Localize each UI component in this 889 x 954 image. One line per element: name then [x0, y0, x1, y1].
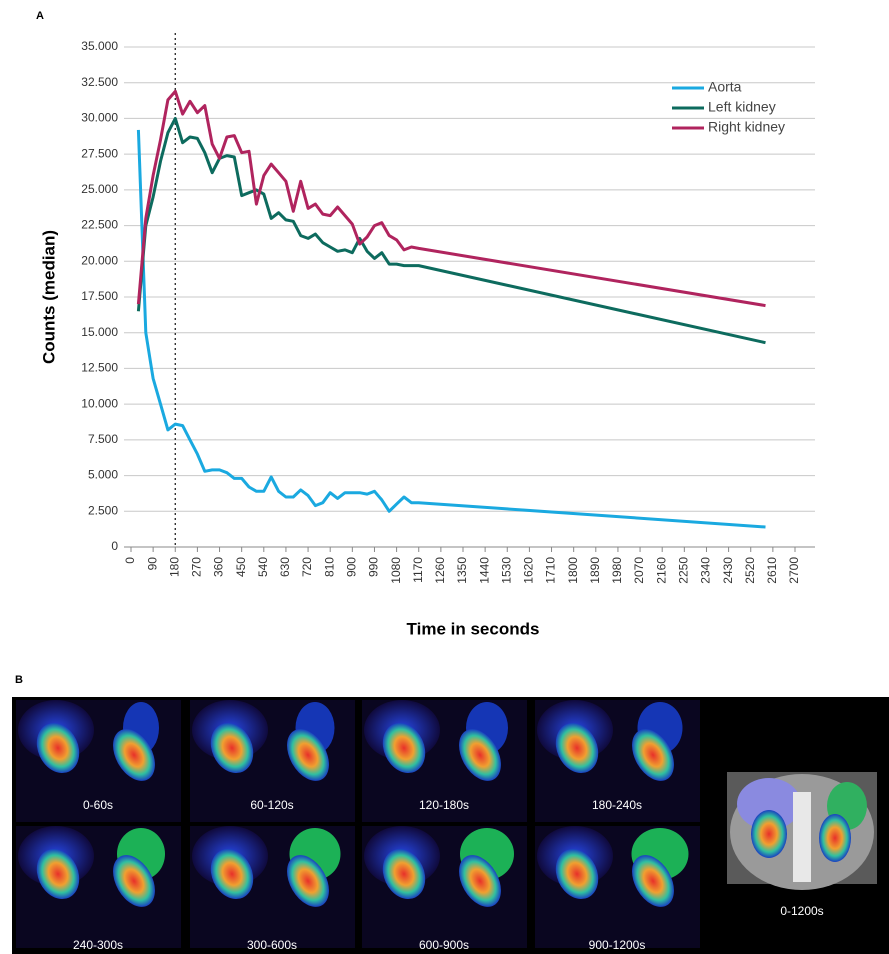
x-tick-label: 900 — [345, 557, 359, 577]
y-tick-label: 0 — [111, 539, 118, 553]
scan-caption: 240-300s — [73, 938, 123, 952]
x-tick-label: 990 — [367, 557, 381, 577]
y-tick-label: 12.500 — [81, 361, 118, 375]
x-tick-label: 1080 — [389, 557, 403, 584]
legend-label: Aorta — [708, 79, 742, 95]
x-tick-label: 630 — [278, 557, 292, 577]
y-tick-label: 17.500 — [81, 289, 118, 303]
series-line — [138, 118, 765, 342]
x-tick-label: 1710 — [544, 557, 558, 584]
x-tick-label: 1260 — [433, 557, 447, 584]
legend-label: Right kidney — [708, 119, 785, 135]
y-tick-label: 10.000 — [81, 396, 118, 410]
scan-thumbnail: 300-600s — [190, 826, 355, 952]
x-tick-label: 2070 — [632, 557, 646, 584]
x-tick-label: 2430 — [721, 557, 735, 584]
x-axis-label: Time in seconds — [407, 619, 540, 638]
scan-caption: 120-180s — [419, 798, 469, 812]
scan-thumbnail: 120-180s — [362, 700, 527, 822]
x-tick-label: 2700 — [787, 557, 801, 584]
scan-caption: 180-240s — [592, 798, 642, 812]
scan-caption: 900-1200s — [589, 938, 646, 952]
y-tick-label: 30.000 — [81, 111, 118, 125]
scan-thumbnail: 180-240s — [535, 700, 700, 822]
x-tick-label: 2520 — [743, 557, 757, 584]
scan-caption: 60-120s — [250, 798, 293, 812]
x-tick-label: 450 — [234, 557, 248, 577]
y-tick-label: 2.500 — [88, 503, 118, 517]
x-tick-label: 720 — [300, 557, 314, 577]
overlay-caption: 0-1200s — [780, 904, 823, 918]
scan-thumbnail: 900-1200s — [535, 826, 700, 952]
legend-label: Left kidney — [708, 99, 776, 115]
x-tick-label: 1890 — [588, 557, 602, 584]
x-tick-label: 1440 — [477, 557, 491, 584]
x-tick-label: 90 — [145, 557, 159, 571]
x-tick-label: 2340 — [699, 557, 713, 584]
ct-spine — [793, 792, 811, 882]
scan-caption: 0-60s — [83, 798, 113, 812]
y-tick-label: 25.000 — [81, 182, 118, 196]
x-tick-label: 180 — [167, 557, 181, 577]
scan-caption: 300-600s — [247, 938, 297, 952]
ct-kidney — [751, 810, 787, 858]
y-tick-label: 32.500 — [81, 75, 118, 89]
x-tick-label: 2610 — [765, 557, 779, 584]
panel-label: A — [36, 10, 44, 22]
x-tick-label: 810 — [322, 557, 336, 577]
figure: A Counts (median) Time in seconds 0 2.500… — [0, 0, 889, 954]
y-tick-label: 15.000 — [81, 325, 118, 339]
x-tick-label: 1980 — [610, 557, 624, 584]
scan-thumbnail: 0-60s — [16, 700, 181, 822]
y-tick-label: 27.500 — [81, 146, 118, 160]
y-axis-label: Counts (median) — [39, 230, 58, 364]
x-tick-label: 2250 — [677, 557, 691, 584]
y-tick-label: 7.500 — [88, 432, 118, 446]
ct-kidney — [819, 814, 851, 862]
ct-overlay — [727, 772, 877, 890]
x-tick-label: 1170 — [411, 557, 425, 583]
y-tick-label: 5.000 — [88, 468, 118, 482]
panel-label: B — [15, 674, 23, 686]
y-tick-label: 22.500 — [81, 218, 118, 232]
x-tick-label: 1620 — [522, 557, 536, 584]
scan-thumbnail: 60-120s — [190, 700, 355, 822]
x-tick-label: 270 — [190, 557, 204, 577]
x-tick-label: 1530 — [499, 557, 513, 584]
y-tick-label: 20.000 — [81, 253, 118, 267]
x-tick-label: 0 — [123, 557, 137, 564]
x-tick-label: 1350 — [455, 557, 469, 584]
plot-area: 0 2.500 5.000 7.500 10.000 12.500 15.000 17.500… — [81, 33, 815, 584]
x-tick-label: 1800 — [566, 557, 580, 584]
x-tick-label: 2160 — [654, 557, 668, 584]
x-tick-label: 360 — [212, 557, 226, 577]
x-tick-label: 540 — [256, 557, 270, 577]
y-tick-label: 35.000 — [81, 39, 118, 53]
scan-thumbnail: 240-300s — [16, 826, 181, 952]
scan-caption: 600-900s — [419, 938, 469, 952]
scan-thumbnail: 600-900s — [362, 826, 527, 952]
